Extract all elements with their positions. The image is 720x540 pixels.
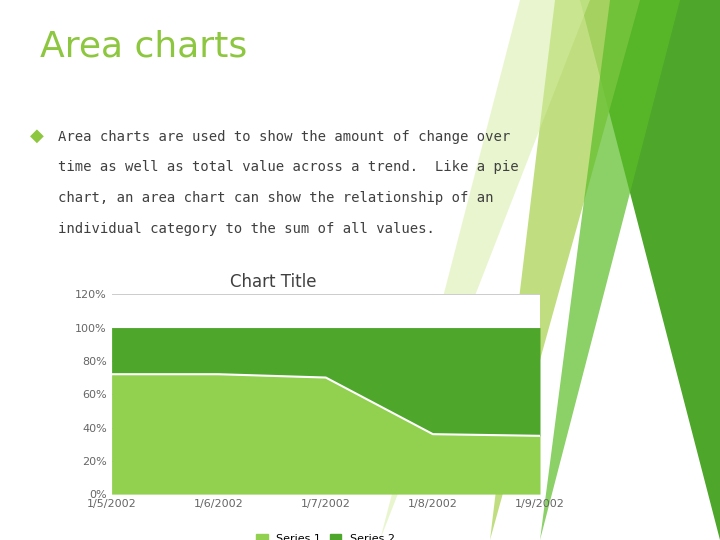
Polygon shape bbox=[380, 0, 590, 540]
Polygon shape bbox=[540, 0, 680, 540]
Text: Chart Title: Chart Title bbox=[230, 273, 317, 291]
Text: Area charts: Area charts bbox=[40, 30, 247, 64]
Legend: Series 1, Series 2: Series 1, Series 2 bbox=[252, 530, 400, 540]
Polygon shape bbox=[490, 0, 640, 540]
Text: individual category to the sum of all values.: individual category to the sum of all va… bbox=[58, 222, 434, 236]
Text: Area charts are used to show the amount of change over: Area charts are used to show the amount … bbox=[58, 130, 510, 144]
Text: ◆: ◆ bbox=[30, 127, 44, 145]
Text: chart, an area chart can show the relationship of an: chart, an area chart can show the relati… bbox=[58, 191, 493, 205]
Polygon shape bbox=[580, 0, 720, 540]
Text: time as well as total value across a trend.  Like a pie: time as well as total value across a tre… bbox=[58, 160, 518, 174]
